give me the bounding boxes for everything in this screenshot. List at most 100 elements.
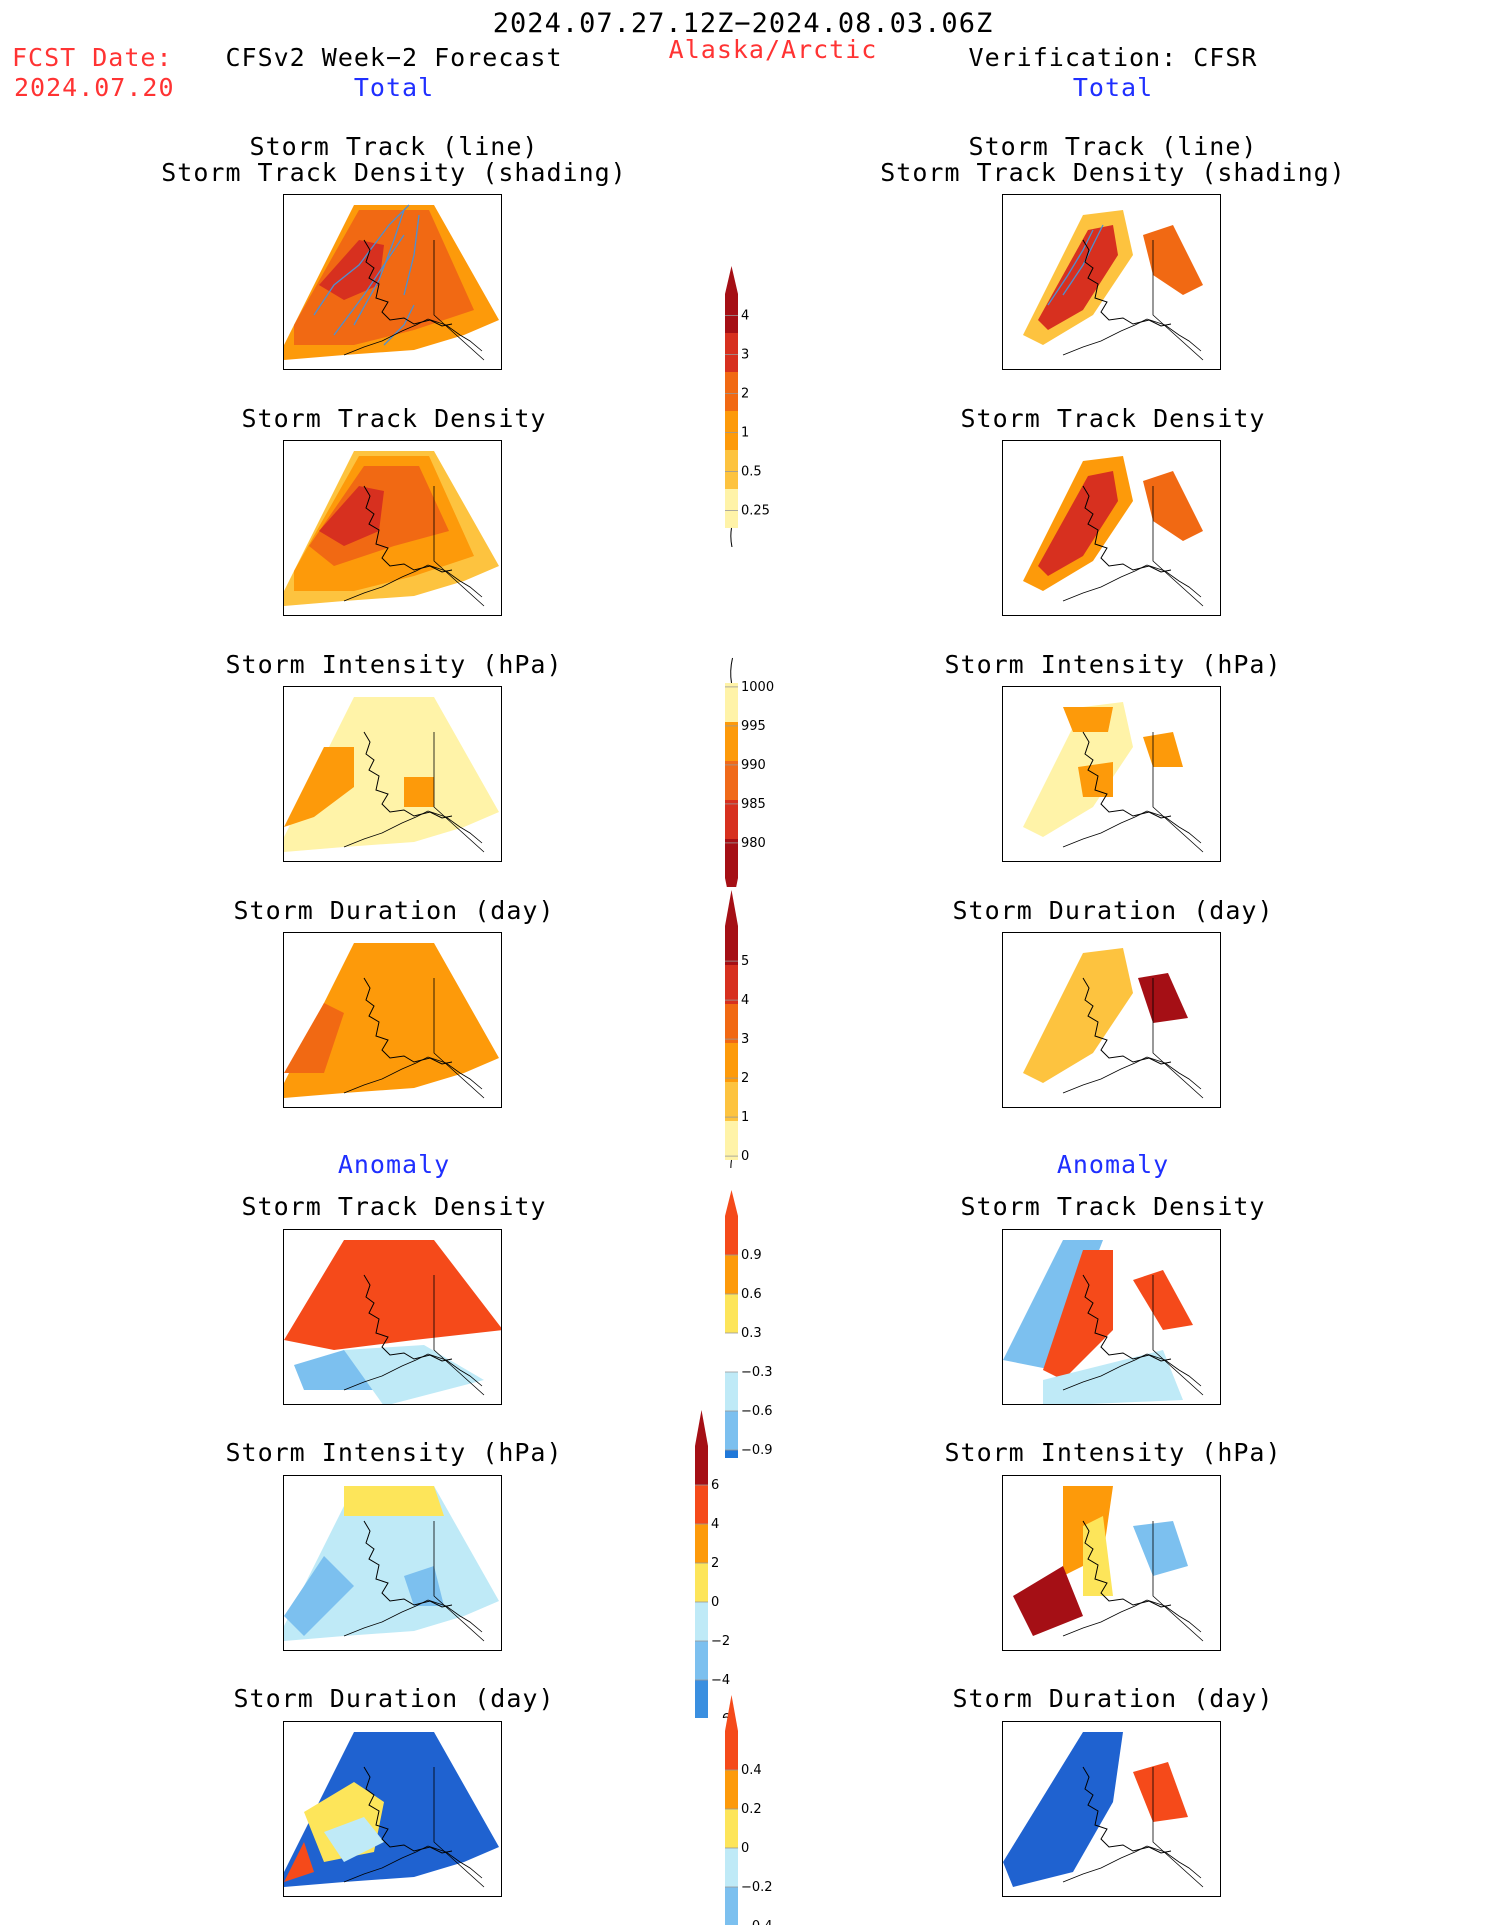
colorbar-density: 4 3 2 1 0.5 0.25 bbox=[725, 266, 770, 547]
colorbar-segment bbox=[725, 1848, 738, 1887]
shaded-field bbox=[1013, 1566, 1083, 1636]
shaded-field bbox=[284, 697, 499, 852]
title-track-shading-left: Storm Track Density (shading) bbox=[161, 158, 627, 187]
colorbar-tick-label: 6 bbox=[711, 1478, 719, 1493]
colorbar-tick-label: 990 bbox=[741, 758, 766, 773]
colorbar-tick-label: 995 bbox=[741, 719, 766, 734]
storm-track-line bbox=[313, 204, 410, 316]
coastline bbox=[1082, 1520, 1172, 1608]
shaded-field bbox=[1143, 471, 1203, 541]
colorbar-segment bbox=[725, 1411, 738, 1450]
colorbar-segment bbox=[725, 1043, 738, 1082]
total-label-left: Total bbox=[353, 73, 435, 102]
colorbar-tick-label: 3 bbox=[741, 347, 749, 362]
colorbar-segment bbox=[725, 1294, 738, 1333]
shaded-field bbox=[294, 210, 474, 345]
coastline bbox=[1082, 239, 1172, 327]
colorbar-tick-label: 0.9 bbox=[741, 1248, 762, 1263]
title-track-shading-right: Storm Track Density (shading) bbox=[880, 158, 1346, 187]
shaded-field bbox=[284, 1556, 354, 1636]
coastline bbox=[363, 1766, 453, 1854]
colorbar-segment bbox=[725, 1333, 738, 1372]
colorbar-tick-label: 980 bbox=[741, 836, 766, 851]
title-anom-density-right: Storm Track Density bbox=[960, 1192, 1266, 1221]
coastline-south bbox=[1062, 1845, 1202, 1883]
colorbar-segment bbox=[725, 372, 738, 411]
coastline bbox=[1082, 485, 1172, 573]
border-line bbox=[1152, 1275, 1204, 1396]
map-obs-duration-anomaly bbox=[1002, 1721, 1221, 1897]
shaded-field bbox=[1063, 707, 1113, 732]
shaded-field bbox=[284, 747, 354, 827]
colorbar-segment bbox=[725, 489, 738, 528]
colorbar-tick-label: 4 bbox=[741, 993, 749, 1008]
colorbar-tick-label: 0 bbox=[741, 1841, 749, 1856]
colorbar-segment bbox=[725, 683, 738, 722]
colorbar-intensity: 1000 995 990 985 980 bbox=[725, 657, 774, 887]
colorbar-tick-label: 3 bbox=[741, 1032, 749, 1047]
coastline-south bbox=[343, 1599, 483, 1637]
border-line bbox=[1152, 486, 1204, 607]
coastline-south bbox=[343, 564, 483, 602]
coastline bbox=[1082, 1766, 1172, 1854]
coastline-south bbox=[343, 1353, 483, 1391]
colorbar-tick-label: 2 bbox=[741, 1071, 749, 1086]
border-line bbox=[433, 978, 485, 1099]
colorbar-density-anomaly: 0.9 0.6 0.3 −0.3 −0.6 −0.9 bbox=[725, 1190, 773, 1458]
colorbar-tick-label: 0.6 bbox=[741, 1287, 762, 1302]
colorbar-tick-label: 0.5 bbox=[741, 464, 762, 479]
colorbar-segment bbox=[725, 1216, 738, 1255]
colorbar-arrow-top bbox=[725, 266, 738, 294]
shaded-field bbox=[284, 943, 499, 1098]
coastline bbox=[363, 731, 453, 819]
shaded-field bbox=[1038, 471, 1118, 576]
anomaly-label-right: Anomaly bbox=[1056, 1150, 1170, 1179]
title-anom-density-left: Storm Track Density bbox=[241, 1192, 547, 1221]
coastline-south bbox=[1062, 564, 1202, 602]
colorbar-tick-label: 1 bbox=[741, 1110, 749, 1125]
shaded-field bbox=[1023, 702, 1133, 837]
colorbar-segment bbox=[725, 1809, 738, 1848]
title-anom-intensity-right: Storm Intensity (hPa) bbox=[944, 1438, 1282, 1467]
map-fcst-intensity bbox=[283, 686, 502, 862]
colorbar-duration: 5 4 3 2 1 0 bbox=[725, 890, 749, 1168]
coastline bbox=[363, 239, 453, 327]
shaded-field bbox=[1133, 1270, 1193, 1330]
colorbar-arrow-top bbox=[725, 890, 738, 926]
shaded-field bbox=[284, 1003, 344, 1073]
colorbar-intensity-anomaly: 6 4 2 0 −2 −4 −6 bbox=[695, 1410, 730, 1718]
map-obs-duration bbox=[1002, 932, 1221, 1108]
storm-track-line bbox=[353, 209, 405, 326]
colorbar-tick-label: 1 bbox=[741, 425, 749, 440]
colorbar-segment bbox=[725, 450, 738, 489]
colorbar-tick-label: 1000 bbox=[741, 680, 774, 695]
coastline bbox=[363, 1274, 453, 1362]
colorbar-tick-label: 2 bbox=[741, 386, 749, 401]
coastline-south bbox=[343, 1845, 483, 1883]
colorbar-tick-label: 4 bbox=[741, 308, 749, 323]
shaded-field bbox=[319, 240, 384, 300]
colorbar-segment bbox=[695, 1680, 708, 1718]
shaded-field bbox=[1133, 1762, 1188, 1822]
storm-track-line bbox=[403, 214, 420, 296]
colorbar-duration-anomaly: 0.4 0.2 0 −0.2 −0.4 bbox=[725, 1695, 773, 1925]
colorbar-tick-label: −0.3 bbox=[741, 1365, 773, 1380]
coastline-south bbox=[1062, 1599, 1202, 1637]
border-line bbox=[1152, 978, 1204, 1099]
title-anom-duration-left: Storm Duration (day) bbox=[233, 1684, 555, 1713]
colorbar-segment bbox=[725, 761, 738, 800]
region-title: Alaska/Arctic bbox=[668, 35, 878, 64]
border-line bbox=[433, 732, 485, 853]
colorbar-tick-label: 0.25 bbox=[741, 503, 770, 518]
colorbar-segment bbox=[725, 722, 738, 761]
title-duration-left: Storm Duration (day) bbox=[233, 896, 555, 925]
colorbar-tick-label: 0.2 bbox=[741, 1802, 762, 1817]
title-track-line-left: Storm Track (line) bbox=[249, 132, 539, 161]
shaded-field bbox=[284, 1240, 501, 1350]
colorbar-tick-label: 985 bbox=[741, 797, 766, 812]
shaded-field bbox=[1143, 225, 1203, 295]
title-track-line-right: Storm Track (line) bbox=[968, 132, 1258, 161]
title-density-left: Storm Track Density bbox=[241, 404, 547, 433]
shaded-field bbox=[1083, 1516, 1113, 1596]
shaded-field bbox=[1003, 1732, 1123, 1887]
